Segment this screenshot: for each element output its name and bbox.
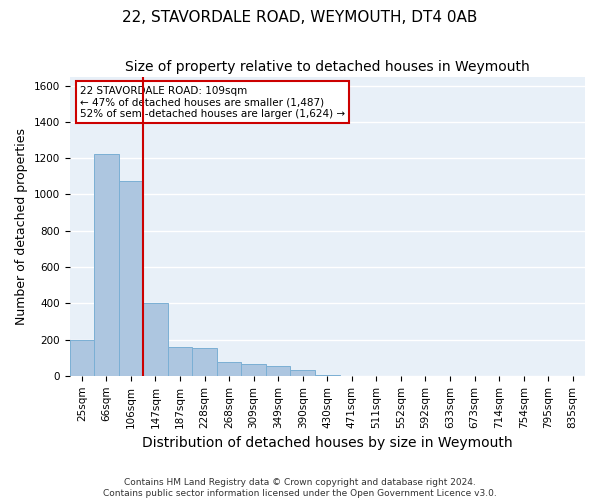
Bar [315,375,340,376]
Bar [290,370,315,376]
Text: 22, STAVORDALE ROAD, WEYMOUTH, DT4 0AB: 22, STAVORDALE ROAD, WEYMOUTH, DT4 0AB [122,10,478,25]
Bar [241,364,266,376]
Bar [217,362,241,376]
Y-axis label: Number of detached properties: Number of detached properties [15,128,28,324]
Bar [192,348,217,376]
Bar [119,181,143,376]
X-axis label: Distribution of detached houses by size in Weymouth: Distribution of detached houses by size … [142,436,512,450]
Bar [94,154,119,376]
Title: Size of property relative to detached houses in Weymouth: Size of property relative to detached ho… [125,60,530,74]
Bar [143,304,168,376]
Text: Contains HM Land Registry data © Crown copyright and database right 2024.
Contai: Contains HM Land Registry data © Crown c… [103,478,497,498]
Bar [168,347,192,376]
Bar [266,366,290,376]
Bar [70,340,94,376]
Text: 22 STAVORDALE ROAD: 109sqm
← 47% of detached houses are smaller (1,487)
52% of s: 22 STAVORDALE ROAD: 109sqm ← 47% of deta… [80,86,345,118]
